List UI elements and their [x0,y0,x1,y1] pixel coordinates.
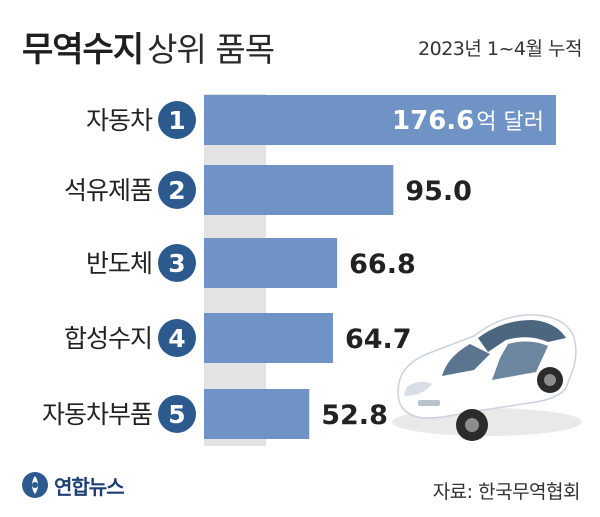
bar-4 [204,313,333,363]
rank-number-3: 3 [168,249,185,278]
bar-1 [204,95,556,145]
bar-3 [204,238,338,288]
rank-number-1: 1 [168,106,185,135]
rank-number-4: 4 [168,324,185,353]
value-label-3: 66.8 [349,249,416,280]
value-label-1: 176.6억 달러 [392,106,544,136]
category-label-2: 석유제품 [64,176,152,205]
title-main: 무역수지 [22,30,144,70]
bar-5 [204,389,310,439]
rank-badge-5 [158,395,196,433]
period-label: 2023년 1~4월 누적 [418,38,582,60]
rank-badge-3 [158,244,196,282]
category-label-4: 합성수지 [64,324,152,353]
value-label-5: 52.8 [321,400,388,431]
rank-badge-4 [158,319,196,357]
category-label-3: 반도체 [86,249,152,278]
rank-badge-2 [158,171,196,209]
source-note: 자료: 한국무역협회 [432,481,581,503]
bar-2 [204,165,394,215]
logo-text: 연합뉴스 [54,474,125,499]
title-sub: 상위 품목 [147,30,275,69]
yonhap-logo: 연합뉴스 [20,470,125,500]
category-label-1: 자동차 [86,106,153,135]
category-label-5: 자동차부품 [42,400,152,429]
yonhap-logo-icon [22,472,48,498]
value-label-2: 95.0 [405,176,472,207]
car-illustration [392,314,582,441]
value-label-4: 64.7 [345,324,412,355]
rank-number-5: 5 [168,400,185,429]
title: 무역수지 상위 품목 [22,22,275,71]
rank-number-2: 2 [168,176,185,205]
rank-badge-1 [158,101,196,139]
